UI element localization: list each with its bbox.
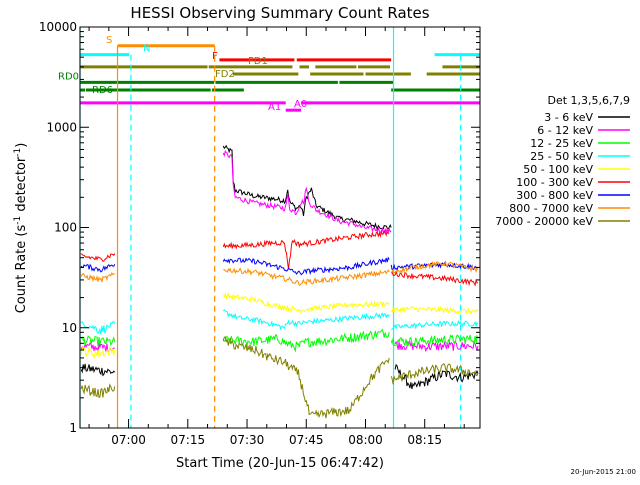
series-line bbox=[390, 260, 479, 274]
y-tick-label: 1000 bbox=[46, 120, 77, 134]
legend-label: 6 - 12 keV bbox=[537, 124, 593, 137]
flag-label-fd2: FD2 bbox=[215, 69, 235, 80]
flag-label-rd6: RD6 bbox=[92, 85, 113, 96]
series-line bbox=[80, 383, 116, 398]
series-800-7000kev bbox=[80, 260, 479, 287]
x-axis-label: Start Time (20-Jun-15 06:47:42) bbox=[176, 456, 384, 471]
x-tick-label: 08:15 bbox=[407, 433, 442, 447]
series-line bbox=[80, 253, 116, 262]
series-line bbox=[222, 328, 390, 353]
legend-label: 800 - 7000 keV bbox=[509, 202, 593, 215]
series-line bbox=[222, 336, 390, 419]
flag-label-fd1: FD1 bbox=[248, 56, 268, 67]
series-7000-20000kev bbox=[80, 336, 479, 419]
series-line bbox=[390, 334, 479, 348]
series-line bbox=[222, 230, 390, 270]
series-line bbox=[80, 272, 116, 283]
y-axis-label-main: Count Rate (s bbox=[14, 225, 29, 314]
y-axis-label-exp1: -1 bbox=[13, 216, 23, 225]
series-line bbox=[222, 256, 390, 276]
series-line bbox=[222, 291, 390, 314]
y-axis-label-end: ) bbox=[14, 143, 29, 148]
flag-label-a0: A0 bbox=[294, 99, 307, 110]
series-line bbox=[80, 263, 116, 273]
y-tick-label: 10 bbox=[62, 321, 77, 335]
series-line bbox=[223, 267, 390, 287]
series-line bbox=[80, 345, 116, 360]
series-25-50kev bbox=[80, 309, 479, 335]
series-100-300kev bbox=[80, 230, 479, 287]
series-lines bbox=[80, 144, 479, 419]
y-axis-label: Count Rate (s-1 detector-1) bbox=[13, 143, 29, 314]
chart-title: HESSI Observing Summary Count Rates bbox=[130, 4, 429, 22]
flag-label-n: N bbox=[143, 44, 150, 55]
series-12-25kev bbox=[80, 328, 479, 353]
x-tick-label: 08:00 bbox=[348, 433, 383, 447]
x-tick-label: 07:30 bbox=[230, 433, 265, 447]
legend-label: 3 - 6 keV bbox=[544, 111, 593, 124]
series-line bbox=[80, 363, 116, 377]
legend-label: 50 - 100 keV bbox=[523, 163, 593, 176]
y-tick-label: 10000 bbox=[39, 20, 77, 34]
series-line bbox=[391, 320, 479, 331]
series-line bbox=[390, 269, 479, 287]
y-axis-label-mid: detector bbox=[14, 156, 29, 216]
series-line bbox=[80, 335, 116, 347]
flag-label-a1: A1 bbox=[268, 102, 281, 113]
x-axis-ticks: 07:00 07:15 07:30 07:45 08:00 08:15 bbox=[88, 27, 465, 447]
y-tick-label: 100 bbox=[54, 221, 77, 235]
series-300-800kev bbox=[80, 256, 479, 276]
plot-frame bbox=[79, 26, 481, 429]
legend-title: Det 1,3,5,6,7,9 bbox=[547, 94, 630, 107]
legend-label: 100 - 300 keV bbox=[516, 176, 593, 189]
x-tick-label: 07:00 bbox=[111, 433, 146, 447]
flag-bars: SNFFD1FD2RD0RD6A1A0 bbox=[58, 35, 480, 113]
x-tick-label: 07:45 bbox=[289, 433, 324, 447]
series-line bbox=[390, 363, 479, 385]
series-line bbox=[222, 144, 392, 231]
series-line bbox=[222, 149, 392, 235]
series-line bbox=[390, 305, 479, 315]
flag-label-rd0: RD0 bbox=[58, 71, 79, 82]
series-6-12kev bbox=[80, 149, 479, 354]
x-tick-label: 07:15 bbox=[171, 433, 206, 447]
y-axis-label-exp2: -1 bbox=[13, 148, 23, 157]
flag-label-s: S bbox=[106, 35, 112, 46]
y-tick-label: 1 bbox=[69, 421, 77, 435]
legend-label: 25 - 50 keV bbox=[530, 150, 593, 163]
series-line bbox=[80, 320, 116, 335]
series-50-100kev bbox=[80, 291, 479, 360]
y-axis-ticks: 1 10 100 1000 10000 bbox=[39, 20, 480, 435]
legend-label: 12 - 25 keV bbox=[530, 137, 593, 150]
legend-label: 7000 - 20000 keV bbox=[495, 215, 593, 228]
attenuator-markers bbox=[79, 27, 462, 428]
legend-label: 300 - 800 keV bbox=[516, 189, 593, 202]
series-line bbox=[222, 309, 390, 331]
footer-date: 20-Jun-2015 21:00 bbox=[571, 468, 637, 476]
